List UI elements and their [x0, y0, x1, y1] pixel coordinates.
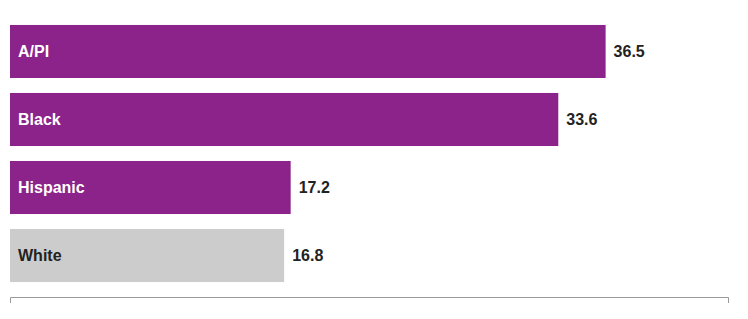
value-label: 33.6 [566, 111, 597, 128]
bar [10, 25, 606, 78]
value-label: 16.8 [292, 247, 323, 264]
chart: A/PI Black Hispanic White 36.5 33.6 17.2 16.8 [0, 0, 748, 319]
category-label: White [18, 247, 62, 264]
bar [10, 93, 558, 146]
x-axis [11, 298, 729, 304]
category-label: Black [18, 111, 61, 128]
bar [10, 161, 291, 214]
labels: A/PI Black Hispanic White 36.5 33.6 17.2 16.8 [18, 43, 645, 264]
category-label: A/PI [18, 43, 49, 60]
bars [10, 25, 606, 282]
category-label: Hispanic [18, 179, 85, 196]
value-label: 36.5 [614, 43, 645, 60]
x-axis-line [11, 298, 729, 304]
bar [10, 229, 284, 282]
value-label: 17.2 [299, 179, 330, 196]
